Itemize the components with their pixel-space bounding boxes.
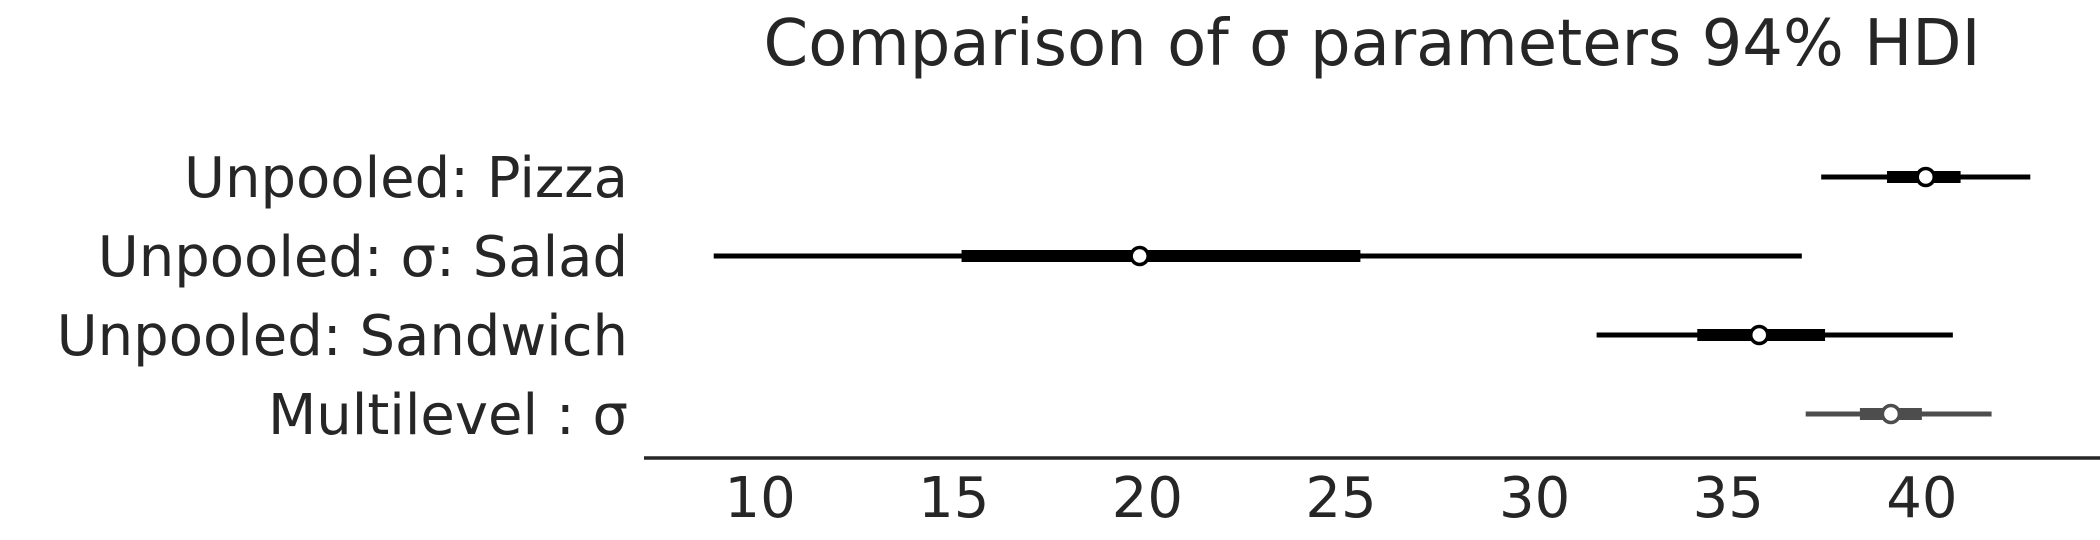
x-tick-label: 25 xyxy=(1305,466,1376,531)
x-tick-label: 15 xyxy=(918,466,989,531)
forest-row: Unpooled: σ: Salad xyxy=(98,225,1802,290)
row-label: Multilevel : σ xyxy=(268,383,628,448)
x-tick-label: 10 xyxy=(725,466,796,531)
chart-title: Comparison of σ parameters 94% HDI xyxy=(764,7,1981,81)
point-estimate-marker xyxy=(1915,166,1936,188)
forest-rows: Unpooled: Pizza Unpooled: σ: Salad Unpoole… xyxy=(57,146,2031,448)
forest-row: Multilevel : σ xyxy=(268,383,1992,448)
row-label: Unpooled: σ: Salad xyxy=(98,225,628,290)
forest-row: Unpooled: Pizza xyxy=(184,146,2031,211)
row-label: Unpooled: Pizza xyxy=(184,146,628,211)
x-tick-label: 30 xyxy=(1499,466,1570,531)
point-estimate-marker xyxy=(1748,324,1770,346)
forest-row: Unpooled: Sandwich xyxy=(57,304,1953,369)
point-estimate-marker xyxy=(1129,245,1150,267)
x-tick-label: 35 xyxy=(1693,466,1764,531)
x-tick-label: 40 xyxy=(1886,466,1957,531)
x-tick-label: 20 xyxy=(1112,466,1183,531)
row-label: Unpooled: Sandwich xyxy=(57,304,628,369)
x-axis-ticks: 10 15 20 25 30 35 40 xyxy=(725,466,1958,531)
point-estimate-marker xyxy=(1880,403,1902,425)
